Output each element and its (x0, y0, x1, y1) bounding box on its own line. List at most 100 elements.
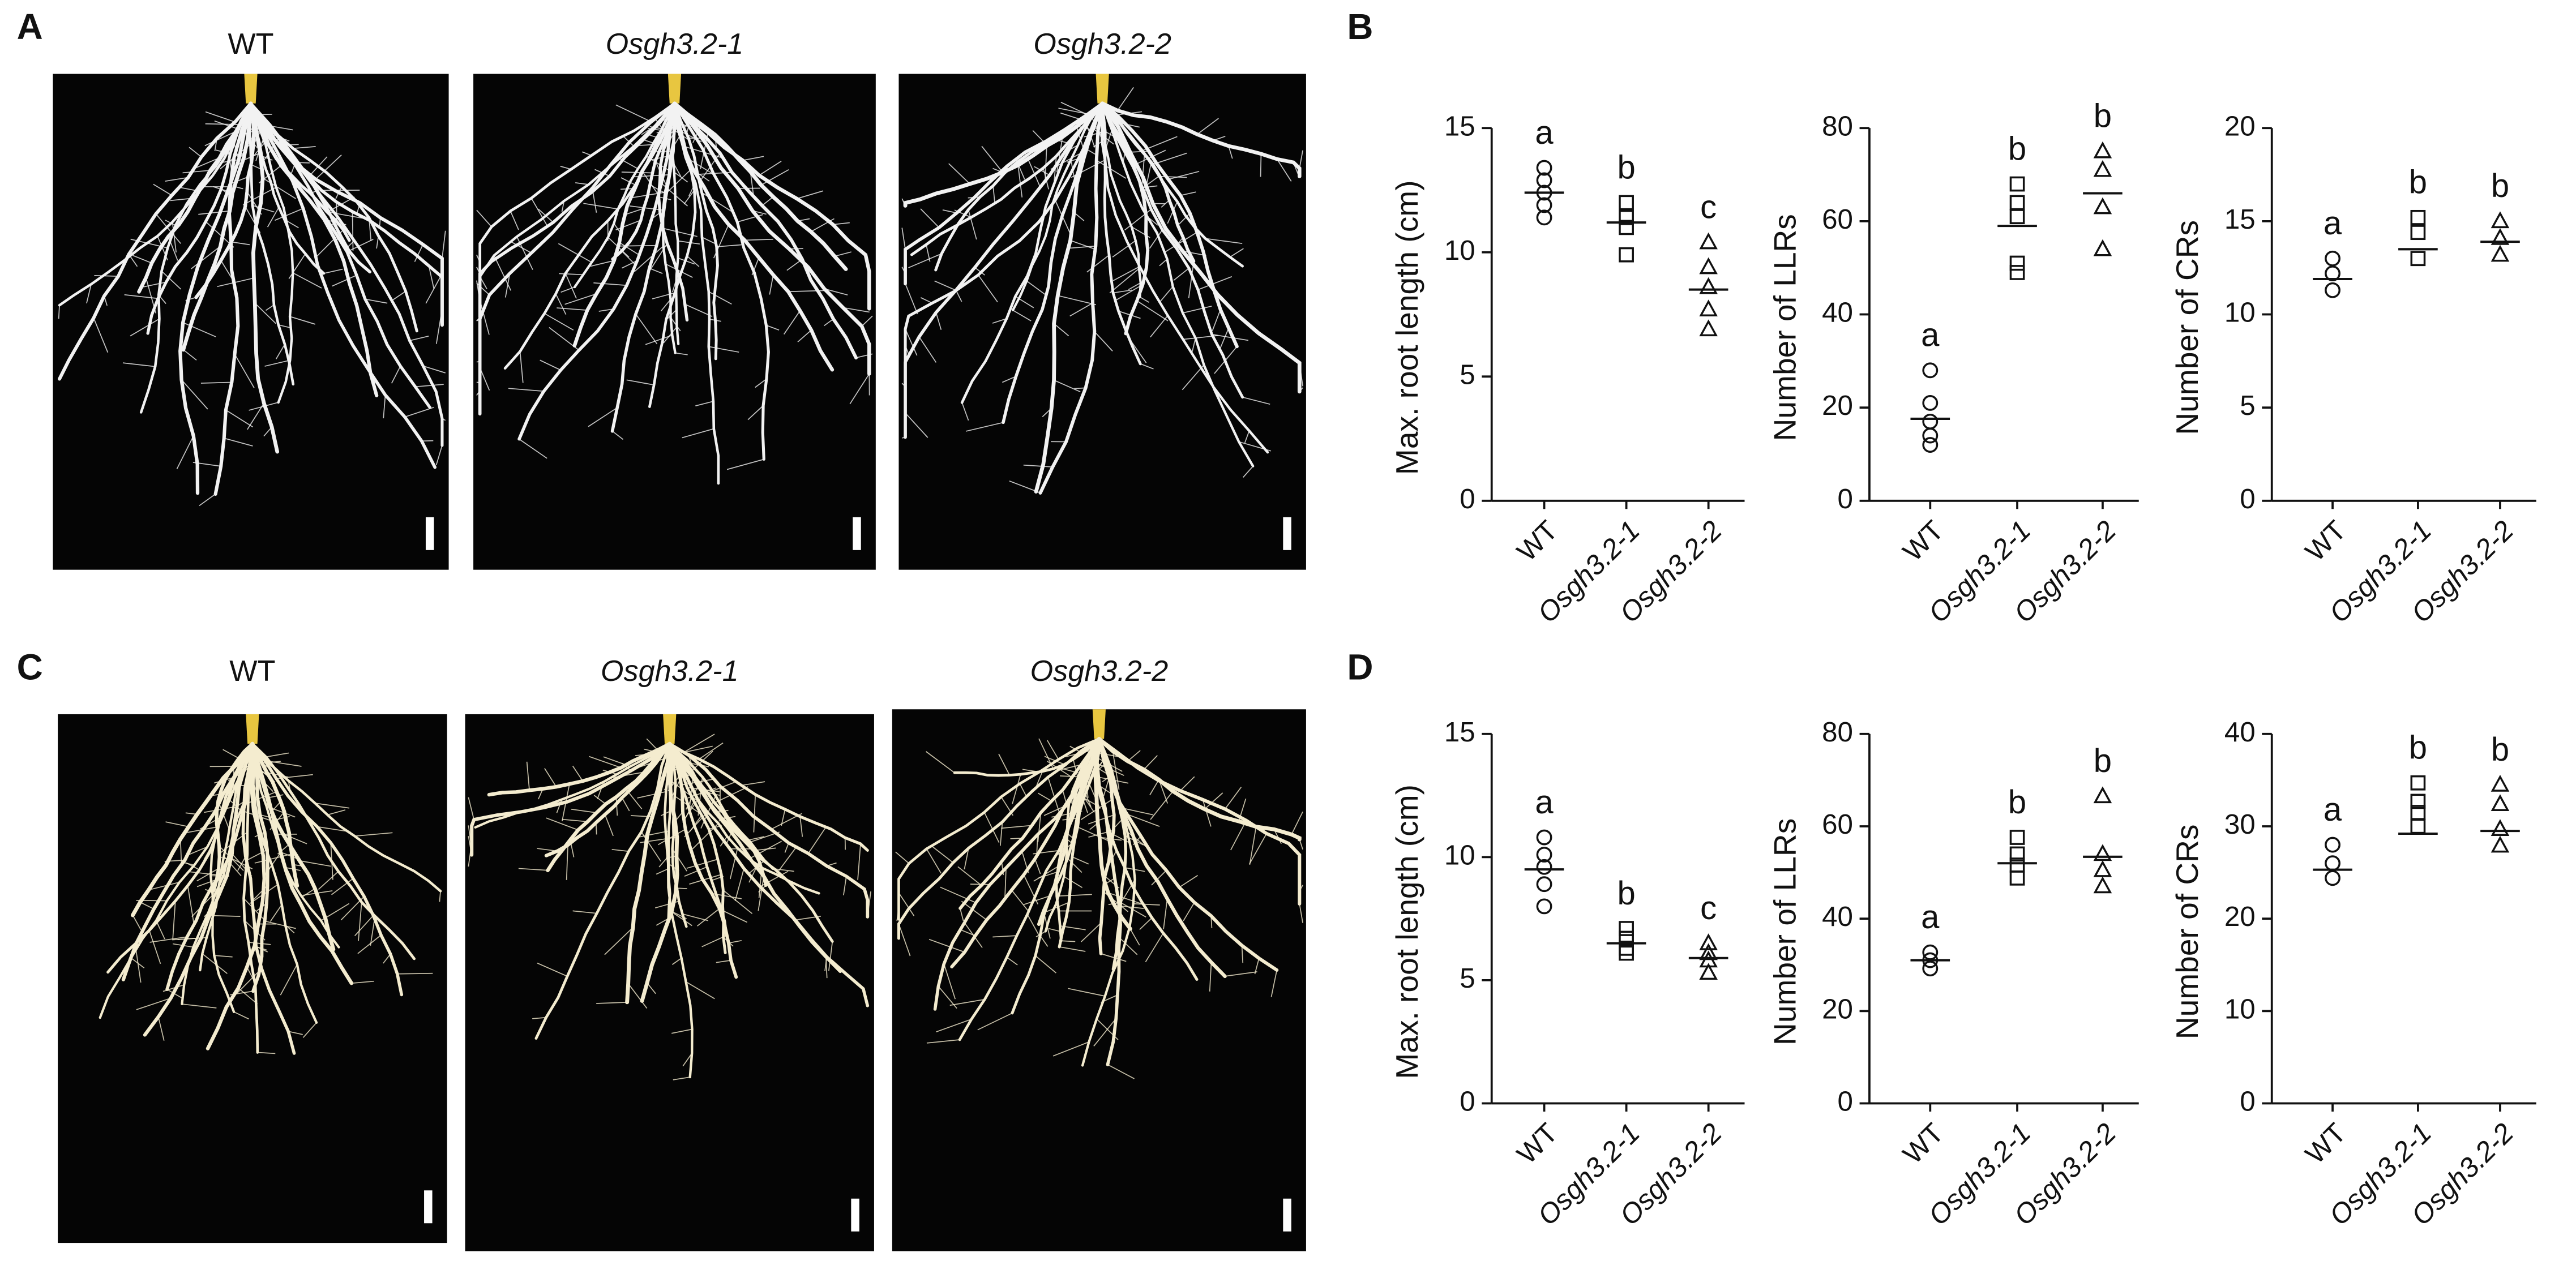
root (1101, 102, 1255, 467)
lateral-root (701, 935, 727, 947)
lateral-root (940, 886, 977, 903)
lateral-root (136, 997, 171, 1010)
y-axis-label: Max. root length (cm) (1389, 180, 1424, 475)
root (1093, 737, 1132, 931)
lateral-root (898, 893, 915, 916)
lateral-root (149, 936, 187, 943)
lateral-root (722, 890, 753, 914)
lateral-root (901, 228, 906, 250)
lateral-root (1158, 286, 1174, 303)
lateral-root (961, 402, 969, 421)
lateral-root (237, 856, 246, 871)
lateral-root (1163, 898, 1168, 929)
lateral-root (641, 139, 654, 144)
y-tick-label: 30 (2224, 809, 2256, 840)
lateral-root (674, 171, 688, 183)
lateral-root (572, 765, 583, 782)
lateral-root (187, 826, 219, 833)
stem (246, 714, 259, 744)
lateral-root (621, 250, 635, 264)
point (2491, 794, 2510, 811)
lateral-root (265, 852, 281, 874)
lateral-root (692, 124, 702, 143)
significance-letter: b (2491, 731, 2509, 768)
lateral-root (711, 876, 724, 881)
lateral-root (155, 213, 181, 244)
lateral-root (1249, 826, 1257, 865)
lateral-root (275, 816, 290, 821)
lateral-root (332, 274, 357, 287)
lateral-root (670, 317, 681, 332)
point (1619, 921, 1634, 936)
y-tick-label: 0 (2240, 483, 2255, 514)
lateral-root (555, 293, 567, 315)
lateral-root (759, 161, 782, 176)
scale-bar (425, 517, 434, 550)
point (2009, 265, 2025, 280)
root (573, 102, 676, 289)
lateral-root (1149, 229, 1163, 249)
lateral-root (1060, 775, 1079, 778)
lateral-root (686, 859, 718, 869)
point (1619, 930, 1634, 946)
lateral-root (182, 1003, 217, 1009)
lateral-root (1243, 466, 1253, 478)
lateral-root (301, 888, 315, 898)
lateral-root (187, 846, 208, 856)
lateral-root (926, 1039, 960, 1044)
lateral-root (226, 144, 233, 173)
lateral-root (1035, 955, 1056, 973)
lateral-root (1018, 165, 1025, 180)
lateral-root (1009, 481, 1041, 494)
lateral-root (682, 1053, 692, 1067)
lateral-root (397, 972, 433, 975)
lateral-root (766, 324, 780, 331)
lateral-root (1168, 170, 1200, 180)
lateral-root (358, 902, 362, 941)
root (137, 101, 253, 294)
lateral-root (596, 1002, 627, 1004)
lateral-root (604, 814, 614, 837)
scale-bar (1283, 1198, 1291, 1232)
lateral-root (623, 136, 635, 147)
lateral-root (1019, 783, 1028, 798)
significance-letter: b (2094, 743, 2112, 779)
lateral-root (930, 844, 954, 863)
point (1536, 898, 1552, 915)
lateral-root (656, 868, 669, 875)
lateral-root (685, 981, 715, 1000)
lateral-root (1219, 328, 1230, 349)
lateral-root (920, 297, 932, 304)
lateral-root (285, 867, 301, 871)
lateral-root (1084, 797, 1095, 813)
stem (667, 74, 682, 104)
lateral-root (1103, 891, 1129, 912)
lateral-root (726, 458, 764, 470)
lateral-root (959, 908, 964, 921)
lateral-root (245, 206, 261, 233)
root (181, 101, 253, 352)
lateral-root (1188, 261, 1195, 298)
lateral-root (1070, 245, 1096, 249)
root (1101, 102, 1142, 298)
lateral-root (1052, 1041, 1089, 1057)
lateral-root (1139, 917, 1153, 930)
lateral-root (122, 362, 156, 367)
lateral-root (234, 354, 255, 388)
lateral-root (439, 891, 441, 902)
lateral-root (654, 900, 679, 909)
root (250, 742, 269, 993)
significance-letter: a (1535, 114, 1554, 151)
x-tick-label: WT (1511, 1117, 1564, 1170)
lateral-root (1183, 334, 1219, 340)
lateral-root (716, 244, 742, 247)
lateral-root (769, 274, 774, 295)
lateral-root (1042, 902, 1069, 914)
lateral-root (1060, 925, 1086, 930)
lateral-root (797, 190, 824, 199)
root (544, 742, 671, 857)
lateral-root (248, 942, 271, 945)
y-tick-label: 20 (2224, 110, 2256, 141)
lateral-root (771, 813, 802, 830)
lateral-root (662, 228, 698, 237)
